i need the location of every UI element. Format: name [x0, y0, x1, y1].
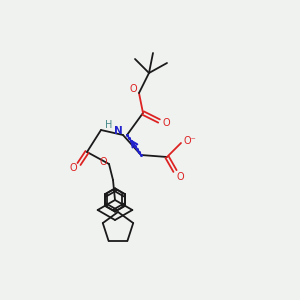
Text: O: O	[99, 157, 107, 167]
Text: O: O	[162, 118, 170, 128]
Text: O⁻: O⁻	[184, 136, 196, 146]
Text: N: N	[114, 126, 122, 136]
Text: H: H	[105, 120, 113, 130]
Text: O: O	[176, 172, 184, 182]
Text: O: O	[129, 84, 137, 94]
Text: O: O	[69, 163, 77, 173]
